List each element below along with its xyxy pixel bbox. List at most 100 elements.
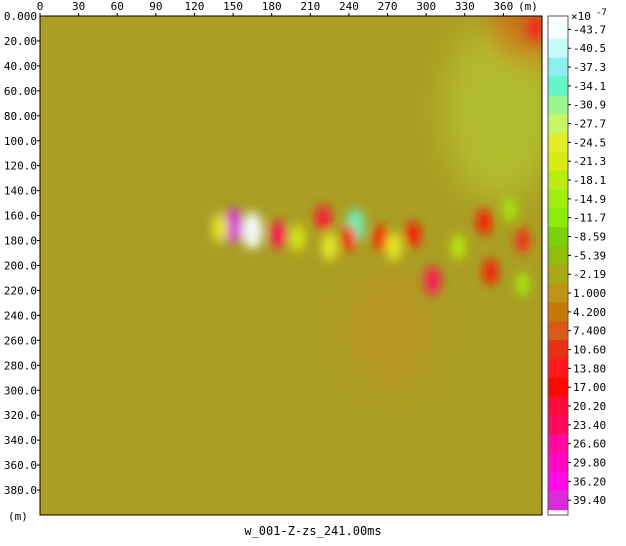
colorbar-label: 29.80 bbox=[573, 457, 606, 470]
y-axis-tick-label: 80.00 bbox=[4, 110, 37, 123]
colorbar-label: -8.59 bbox=[573, 231, 606, 244]
colorbar-label: 10.60 bbox=[573, 344, 606, 357]
x-axis: 0 30 60 90 120 150 180 210 240 270 300 330 360 bbox=[37, 0, 513, 16]
x-axis-tick-label: 180 bbox=[262, 0, 282, 13]
colorbar-cell bbox=[548, 76, 568, 96]
colorbar-label: -24.5 bbox=[573, 136, 606, 149]
y-axis-tick-label: 200.0 bbox=[4, 260, 37, 273]
colorbar-cell bbox=[548, 415, 568, 435]
colorbar-label: -18.1 bbox=[573, 174, 606, 187]
y-axis-tick-label: 20.00 bbox=[4, 35, 37, 48]
x-axis-tick-label: 360 bbox=[493, 0, 513, 13]
heatmap-feature bbox=[374, 225, 389, 251]
y-axis-tick-label: 40.00 bbox=[4, 60, 37, 73]
colorbar-cell bbox=[548, 20, 568, 40]
colorbar-cell bbox=[548, 57, 568, 78]
heatmap-feature bbox=[406, 221, 421, 248]
colorbar-label: -21.3 bbox=[573, 155, 606, 168]
colorbar-label: -43.7 bbox=[573, 23, 606, 36]
heatmap-feature bbox=[451, 233, 466, 260]
y-axis-tick-label: 280.0 bbox=[4, 359, 37, 372]
colorbar-label: 17.00 bbox=[573, 381, 606, 394]
colorbar-label: 20.20 bbox=[573, 400, 606, 413]
colorbar-cell bbox=[548, 283, 568, 304]
y-axis-tick-label: 140.0 bbox=[4, 185, 37, 198]
y-axis-tick-label: 380.0 bbox=[4, 484, 37, 497]
heatmap-feature bbox=[341, 225, 356, 251]
colorbar-label: 13.80 bbox=[573, 362, 606, 375]
colorbar-cell bbox=[548, 208, 568, 228]
x-axis-tick-label: 150 bbox=[223, 0, 243, 13]
heatmap-feature bbox=[321, 232, 338, 262]
colorbar-cell bbox=[548, 95, 568, 115]
colorbar-cell bbox=[548, 38, 568, 59]
y-axis-tick-label: 240.0 bbox=[4, 309, 37, 322]
heatmap-feature bbox=[516, 228, 530, 253]
x-axis-tick-label: 120 bbox=[185, 0, 205, 13]
x-axis-tick-label: 330 bbox=[455, 0, 475, 13]
colorbar-cell bbox=[548, 396, 568, 417]
colorbar-scale-exponent: -7 bbox=[596, 8, 607, 18]
x-axis-tick-label: 300 bbox=[416, 0, 436, 13]
colorbar-label: -34.1 bbox=[573, 80, 606, 93]
heatmap-feature bbox=[223, 207, 243, 244]
colorbar-cell bbox=[548, 245, 568, 266]
x-axis-tick-label: 90 bbox=[149, 0, 162, 13]
heatmap-feature bbox=[503, 197, 517, 222]
colorbar: ×10 -7 -43.7 -40.5 -37.3 -34.1 -30.9 -27.7 -24… bbox=[547, 8, 607, 516]
colorbar-cell bbox=[548, 170, 568, 191]
colorbar-label: 39.40 bbox=[573, 494, 606, 507]
colorbar-label: -11.7 bbox=[573, 212, 606, 225]
colorbar-label: -14.9 bbox=[573, 193, 606, 206]
colorbar-cells bbox=[548, 20, 568, 511]
y-axis-tick-label: 360.0 bbox=[4, 459, 37, 472]
colorbar-cell bbox=[548, 114, 568, 134]
chart-title: w_001-Z-zs_241.00ms bbox=[244, 524, 382, 538]
colorbar-label: 4.200 bbox=[573, 306, 606, 319]
y-axis-tick-label: 220.0 bbox=[4, 284, 37, 297]
heatmap-feature bbox=[528, 16, 542, 41]
heatmap-plot-area bbox=[39, 15, 543, 516]
x-axis-tick-label: 60 bbox=[111, 0, 124, 13]
x-axis-tick-label: 0 bbox=[37, 0, 44, 13]
colorbar-cell bbox=[548, 151, 568, 172]
colorbar-label: -40.5 bbox=[573, 42, 606, 55]
colorbar-cell bbox=[548, 264, 568, 285]
colorbar-cell bbox=[548, 377, 568, 398]
colorbar-label: -27.7 bbox=[573, 118, 606, 131]
heatmap-feature bbox=[424, 266, 441, 295]
colorbar-labels: -43.7 -40.5 -37.3 -34.1 -30.9 -27.7 -24.5 -21.3… bbox=[568, 23, 606, 507]
colorbar-label: 23.40 bbox=[573, 419, 606, 432]
colorbar-label: -5.39 bbox=[573, 249, 606, 262]
x-axis-tick-label: 240 bbox=[339, 0, 359, 13]
colorbar-frame bbox=[547, 15, 569, 516]
colorbar-label: 1.000 bbox=[573, 287, 606, 300]
colorbar-label: 36.20 bbox=[573, 475, 606, 488]
colorbar-cell bbox=[548, 434, 568, 454]
heatmap-feature bbox=[477, 209, 492, 235]
colorbar-label: -30.9 bbox=[573, 99, 606, 112]
colorbar-cell bbox=[548, 189, 568, 209]
x-axis-tick-label: 30 bbox=[72, 0, 85, 13]
heatmap-feature bbox=[270, 220, 286, 249]
x-axis-tick-label: 270 bbox=[378, 0, 398, 13]
y-axis-tick-label: 320.0 bbox=[4, 409, 37, 422]
colorbar-cell bbox=[548, 358, 568, 379]
colorbar-cell bbox=[548, 321, 568, 341]
y-axis-tick-label: 60.00 bbox=[4, 85, 37, 98]
x-axis-unit: (m) bbox=[518, 0, 538, 13]
heatmap-feature bbox=[212, 213, 229, 243]
y-axis-tick-label: 120.0 bbox=[4, 160, 37, 173]
colorbar-cell bbox=[548, 132, 568, 153]
y-axis-tick-label: 100.0 bbox=[4, 135, 37, 148]
colorbar-cell bbox=[548, 227, 568, 247]
y-axis-tick-label: 340.0 bbox=[4, 434, 37, 447]
heatmap-feature bbox=[242, 211, 263, 250]
x-axis-tick-label: 210 bbox=[300, 0, 320, 13]
y-axis-tick-label: 300.0 bbox=[4, 384, 37, 397]
heatmap-feature bbox=[515, 271, 530, 297]
heatmap-feature bbox=[315, 204, 331, 232]
heatmap-feature bbox=[289, 224, 305, 252]
heatmap-feature bbox=[483, 258, 498, 285]
